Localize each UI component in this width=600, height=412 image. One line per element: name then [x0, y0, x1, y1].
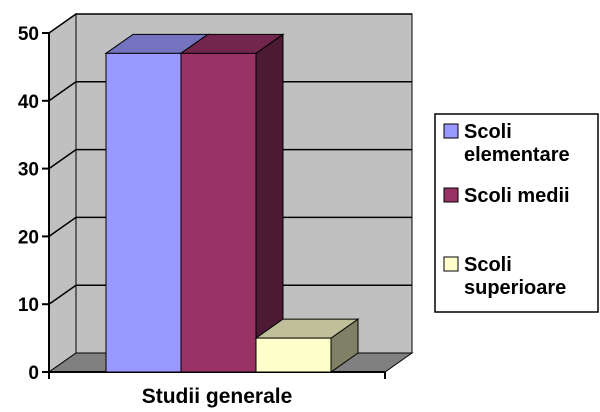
y-tick-label: 40 — [18, 92, 39, 113]
gridline — [48, 13, 412, 34]
legend-label-line: Scoli — [464, 121, 512, 143]
axis-labels: 0 10 20 30 40 50 Studii generale — [18, 24, 292, 408]
gridline — [48, 284, 412, 305]
legend-label: Scoli superioare — [464, 254, 566, 299]
bar-front-face — [255, 337, 332, 373]
gridline — [48, 81, 412, 102]
y-tick-label: 0 — [28, 363, 39, 384]
legend-label: Scoli elementare — [464, 121, 570, 166]
bar — [254, 318, 360, 373]
bar-front-face — [180, 52, 257, 373]
legend-swatch — [443, 256, 459, 272]
gridline — [48, 148, 412, 170]
legend-box — [434, 113, 599, 313]
legend-swatch — [443, 123, 459, 139]
y-tick-label: 20 — [18, 227, 39, 248]
y-tick-label: 50 — [18, 24, 39, 45]
x-tick-label: Studii generale — [142, 385, 293, 408]
gridline — [48, 216, 412, 238]
y-tick-label: 10 — [18, 295, 39, 316]
bars — [104, 33, 360, 373]
legend-label-line: superioare — [464, 277, 566, 299]
legend-label-line: elementare — [464, 144, 570, 166]
side-wall — [48, 13, 77, 373]
legend-label-line: Scoli — [464, 254, 512, 276]
bar — [179, 33, 285, 373]
gridlines — [48, 13, 412, 305]
legend-swatch — [443, 187, 459, 203]
bar-front-face — [105, 52, 182, 373]
legend-label-line: Scoli medii — [464, 185, 570, 207]
legend-label: Scoli medii — [464, 185, 570, 207]
y-tick-label: 30 — [18, 160, 39, 181]
